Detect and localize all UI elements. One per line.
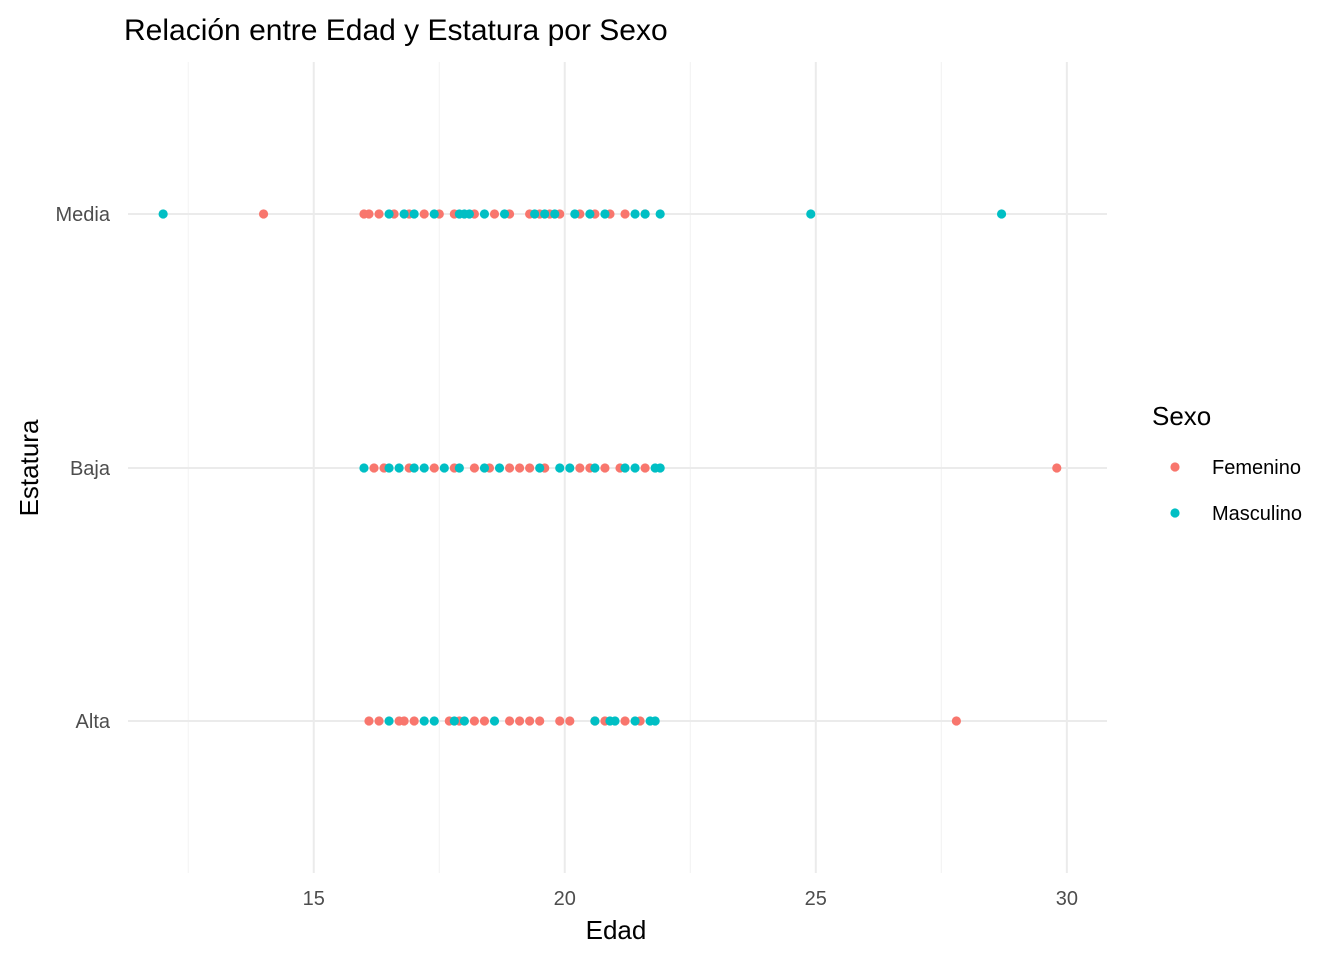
- legend-label: Masculino: [1212, 503, 1302, 525]
- y-axis-title: Estatura: [14, 419, 44, 516]
- x-tick-label: 20: [554, 888, 576, 910]
- data-point: [630, 716, 640, 726]
- data-point: [550, 209, 560, 219]
- data-point: [449, 716, 459, 726]
- data-point: [499, 209, 510, 219]
- data-point: [530, 209, 540, 219]
- data-point: [585, 209, 595, 219]
- data-point: [575, 463, 585, 473]
- data-point: [996, 209, 1007, 219]
- legend-title: Sexo: [1152, 401, 1211, 431]
- data-point: [258, 209, 269, 219]
- data-point: [655, 209, 665, 219]
- data-point: [158, 209, 168, 219]
- data-point: [565, 716, 575, 726]
- data-point: [620, 209, 630, 219]
- data-point: [515, 463, 525, 473]
- data-point: [951, 716, 961, 726]
- data-point: [489, 209, 500, 219]
- data-point: [479, 716, 490, 726]
- legend-key: [1170, 508, 1180, 518]
- data-point: [620, 463, 630, 473]
- data-point: [610, 716, 620, 726]
- y-tick-label: Alta: [76, 711, 111, 733]
- data-point: [620, 716, 630, 726]
- y-tick-label: Baja: [70, 458, 111, 480]
- data-point: [489, 716, 500, 726]
- data-point: [384, 716, 394, 726]
- data-point: [409, 209, 419, 219]
- data-point: [540, 209, 550, 219]
- data-point: [555, 463, 565, 473]
- data-point: [590, 716, 600, 726]
- data-point: [409, 463, 419, 473]
- data-point: [570, 209, 580, 219]
- data-point: [374, 209, 384, 219]
- data-point: [409, 716, 419, 726]
- data-point: [494, 463, 505, 473]
- data-point: [429, 716, 439, 726]
- data-point: [515, 716, 525, 726]
- data-point: [565, 463, 575, 473]
- legend-key: [1170, 462, 1180, 472]
- data-point: [359, 463, 369, 473]
- legend-label: Femenino: [1212, 457, 1301, 479]
- data-point: [384, 209, 394, 219]
- data-point: [1052, 463, 1062, 473]
- data-point: [469, 463, 480, 473]
- data-point: [600, 209, 610, 219]
- data-point: [419, 463, 429, 473]
- data-point: [504, 463, 515, 473]
- data-point: [419, 716, 429, 726]
- legend: Sexo Femenino Masculino: [1152, 401, 1302, 525]
- data-point: [399, 209, 409, 219]
- data-point: [429, 463, 439, 473]
- data-point: [630, 463, 640, 473]
- data-point: [650, 716, 660, 726]
- x-axis-title: Edad: [586, 915, 647, 945]
- legend-items: Femenino Masculino: [1170, 457, 1302, 525]
- x-axis-ticks: 15 20 25 30: [303, 888, 1078, 910]
- data-point: [439, 463, 449, 473]
- data-point: [369, 463, 379, 473]
- data-point: [454, 463, 464, 473]
- data-point: [640, 463, 650, 473]
- data-point: [364, 716, 374, 726]
- data-point: [479, 463, 490, 473]
- x-tick-label: 15: [303, 888, 325, 910]
- data-point: [525, 716, 535, 726]
- data-point: [535, 716, 545, 726]
- y-tick-label: Media: [56, 204, 111, 226]
- data-point: [399, 716, 409, 726]
- chart-title: Relación entre Edad y Estatura por Sexo: [124, 14, 668, 47]
- data-point: [429, 209, 439, 219]
- data-point: [655, 463, 665, 473]
- data-point: [394, 463, 404, 473]
- data-point: [590, 463, 600, 473]
- data-point: [419, 209, 429, 219]
- data-point: [364, 209, 374, 219]
- data-point: [479, 209, 490, 219]
- data-point: [806, 209, 816, 219]
- x-tick-label: 25: [805, 888, 827, 910]
- data-point: [555, 716, 565, 726]
- data-point: [469, 716, 480, 726]
- data-point: [630, 209, 640, 219]
- data-point: [600, 463, 610, 473]
- data-point: [459, 716, 469, 726]
- data-points: [158, 209, 1062, 726]
- series-masculino: [158, 209, 1007, 726]
- data-point: [640, 209, 650, 219]
- data-point: [535, 463, 545, 473]
- data-point: [384, 463, 394, 473]
- data-point: [374, 716, 384, 726]
- y-axis-ticks: Alta Baja Media: [56, 204, 111, 733]
- data-point: [525, 463, 535, 473]
- x-tick-label: 30: [1056, 888, 1078, 910]
- data-point: [504, 716, 515, 726]
- data-point: [464, 209, 474, 219]
